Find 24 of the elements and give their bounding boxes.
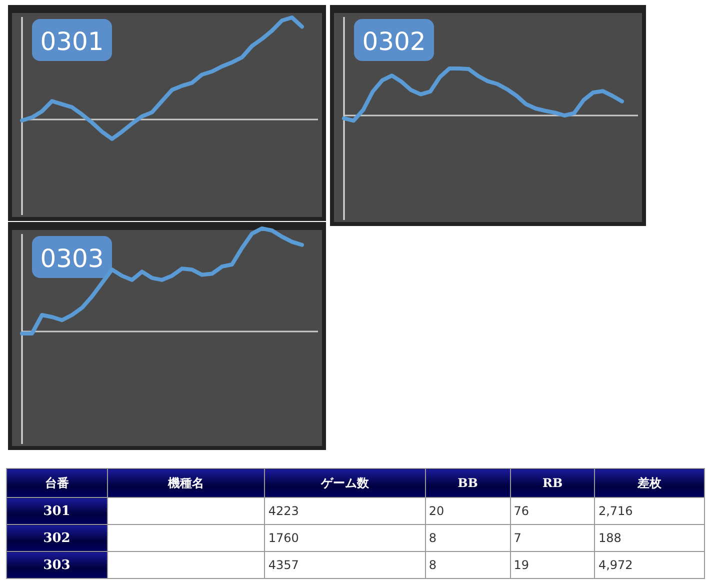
text: 4223 [268,504,299,518]
text: 2,716 [598,504,633,518]
text: 8 [428,558,437,572]
text: 301 [43,504,70,518]
text: 76 [514,504,529,518]
category-label: ゲーム数 [264,468,426,498]
category-label: 差枚 [594,468,704,498]
chart-title: 0301 [40,27,104,56]
text: 302 [43,530,70,546]
text: 303 [43,558,70,572]
text: 1760 [268,531,299,545]
category-label: RB [510,468,595,498]
category-label: 台番 [6,468,108,498]
text: 0303 [40,244,104,273]
chart-title: 0302 [362,27,426,56]
text: 4,972 [598,558,633,572]
text: 20 [428,504,444,518]
category-label: BB [425,468,510,498]
text: 19 [514,558,529,572]
text: 188 [598,531,622,545]
text: 8 [428,531,437,545]
text: 7 [514,531,522,545]
text: 4357 [268,558,299,572]
category-label: 機種名 [107,468,265,498]
